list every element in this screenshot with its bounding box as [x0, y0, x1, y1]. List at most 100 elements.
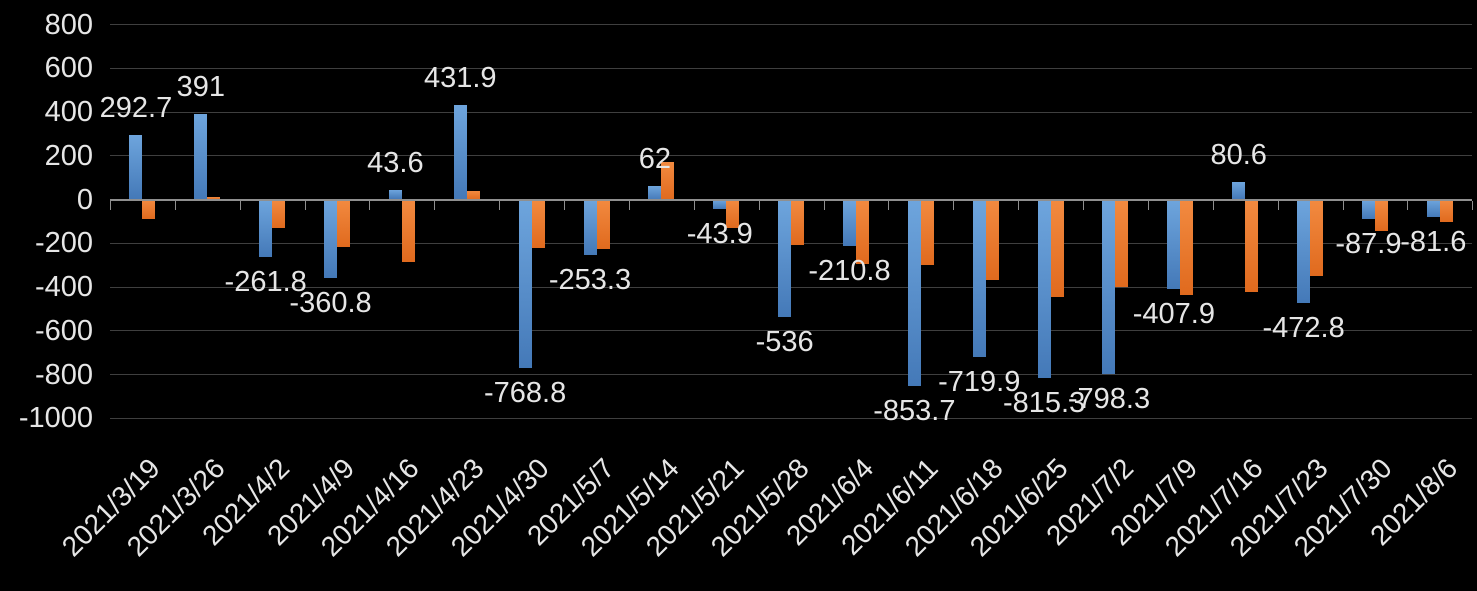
data-label: -768.8 — [484, 376, 567, 409]
y-tick-label: 600 — [44, 52, 93, 85]
gridline — [110, 155, 1472, 157]
bar-orange — [207, 197, 221, 200]
bar-blue — [1361, 199, 1375, 219]
data-label: 391 — [176, 70, 225, 103]
axis-tick — [1212, 200, 1214, 210]
bar-orange — [1180, 199, 1194, 295]
axis-tick — [434, 200, 436, 210]
y-tick-label: -1000 — [18, 402, 93, 435]
y-tick-label: 200 — [44, 139, 93, 172]
axis-tick — [953, 200, 955, 210]
bar-blue — [1037, 199, 1051, 378]
bar-orange — [985, 199, 999, 281]
bar-blue — [388, 189, 402, 200]
bar-orange — [920, 199, 934, 266]
data-label: -719.9 — [938, 365, 1021, 398]
bar-blue — [324, 199, 338, 279]
bar-orange — [856, 199, 869, 265]
data-label: -407.9 — [1132, 297, 1215, 330]
bar-blue — [583, 199, 597, 255]
gridline — [110, 111, 1472, 113]
data-label: 80.6 — [1210, 138, 1267, 171]
bar-blue — [907, 199, 921, 387]
data-label: -472.8 — [1262, 311, 1345, 344]
axis-tick — [758, 200, 760, 210]
bar-orange — [661, 162, 675, 200]
bar-blue — [1232, 181, 1246, 200]
bar-blue — [453, 105, 467, 200]
data-label: -536 — [755, 325, 814, 358]
x-axis-line — [110, 198, 1472, 201]
bar-blue — [1297, 199, 1311, 303]
axis-tick — [1472, 200, 1474, 210]
bar-orange — [1374, 199, 1388, 232]
bar-orange — [142, 199, 156, 220]
axis-tick — [1083, 200, 1085, 210]
bar-orange — [272, 199, 286, 228]
bar-orange — [726, 199, 740, 228]
bar-orange — [1050, 199, 1064, 297]
y-tick-label: -200 — [34, 227, 93, 260]
axis-tick — [1277, 200, 1279, 210]
bar-blue — [518, 199, 532, 368]
bar-blue — [648, 185, 662, 200]
data-label: 292.7 — [99, 92, 173, 125]
data-label: -210.8 — [808, 254, 891, 287]
bar-orange — [1439, 199, 1453, 223]
data-label: -253.3 — [548, 263, 632, 296]
data-label: -87.9 — [1335, 227, 1402, 260]
bar-orange — [596, 199, 610, 249]
data-label: -853.7 — [873, 395, 956, 428]
y-tick-label: -400 — [34, 271, 93, 303]
data-label: 431.9 — [423, 62, 497, 95]
axis-tick — [693, 200, 695, 210]
data-label: 43.6 — [367, 146, 424, 179]
axis-tick — [174, 200, 176, 210]
y-tick-label: -600 — [34, 314, 93, 347]
bar-blue — [778, 199, 792, 317]
bar-blue — [1426, 199, 1440, 218]
axis-tick — [1018, 200, 1020, 210]
y-tick-label: 400 — [44, 96, 93, 128]
bar-blue — [843, 199, 856, 246]
y-tick-label: 800 — [44, 8, 93, 41]
data-label: 62 — [638, 142, 672, 175]
axis-tick — [564, 200, 566, 210]
axis-tick — [499, 200, 501, 210]
axis-tick — [369, 200, 371, 210]
data-label: -798.3 — [1067, 383, 1151, 416]
data-label: -360.8 — [289, 287, 372, 320]
bar-orange — [401, 199, 415, 262]
bar-orange — [531, 199, 545, 248]
data-label: -81.6 — [1400, 226, 1467, 259]
axis-tick — [1147, 200, 1149, 210]
axis-tick — [304, 200, 306, 210]
gridline — [110, 417, 1472, 419]
bar-orange — [1245, 199, 1259, 293]
data-label: -815.3 — [1002, 386, 1086, 419]
bar-orange — [1115, 199, 1129, 287]
bar-blue — [972, 199, 986, 357]
data-label: -261.8 — [224, 265, 307, 298]
axis-tick — [1342, 200, 1344, 210]
bar-orange — [466, 190, 480, 200]
bar-orange — [337, 199, 351, 247]
bar-blue — [1167, 199, 1181, 289]
gridline — [110, 24, 1472, 25]
gridline — [110, 67, 1472, 69]
bar-orange — [791, 199, 805, 246]
bar-blue — [713, 199, 727, 210]
bar-blue — [194, 113, 208, 200]
bar-blue — [259, 199, 273, 257]
axis-tick — [628, 200, 630, 210]
y-tick-label: -800 — [34, 358, 93, 391]
bar-blue — [129, 135, 143, 200]
gridline — [110, 330, 1472, 332]
gridline — [110, 374, 1472, 375]
axis-tick — [110, 200, 111, 210]
axis-tick — [239, 200, 241, 210]
axis-tick — [1407, 200, 1409, 210]
y-tick-label: 0 — [76, 183, 93, 216]
data-label: -43.9 — [686, 218, 753, 251]
